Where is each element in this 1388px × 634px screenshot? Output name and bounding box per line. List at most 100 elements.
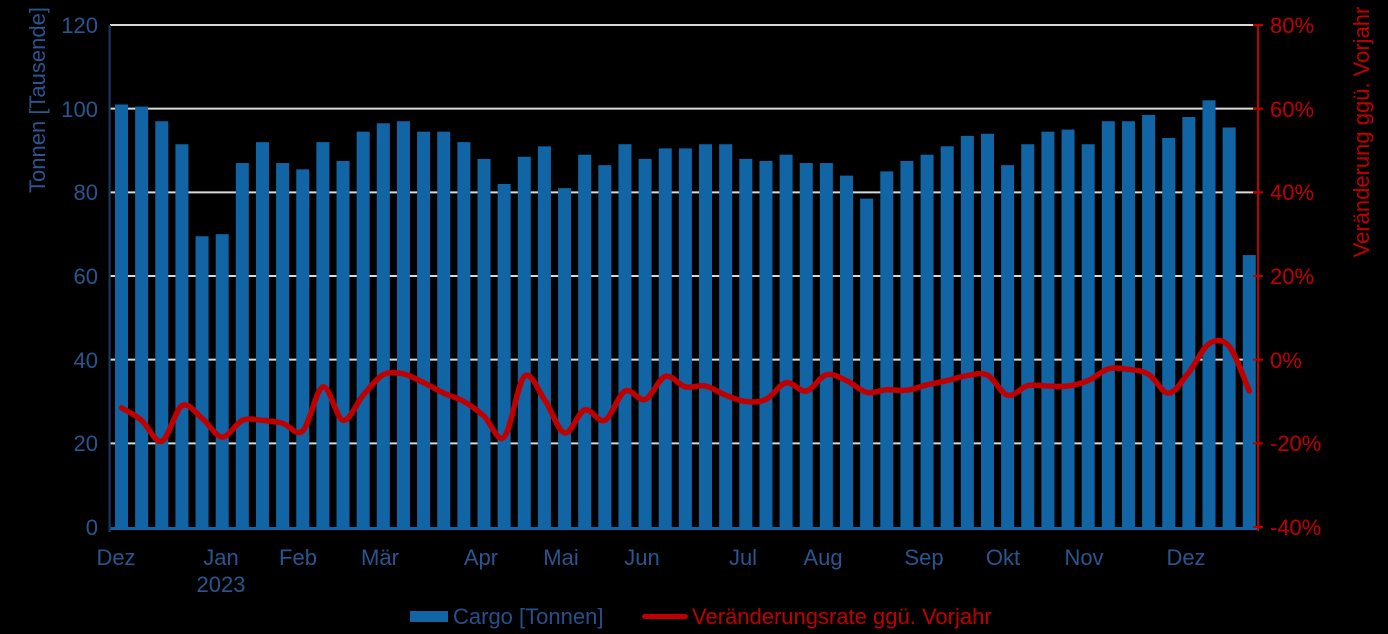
cargo-bar — [215, 234, 229, 527]
cargo-bar — [960, 135, 974, 527]
cargo-bar — [1061, 129, 1075, 528]
cargo-bar — [316, 142, 330, 527]
x-axis-month-label: Dez — [1166, 545, 1206, 570]
cargo-bar — [699, 144, 713, 527]
left-axis-tick-label: 60 — [73, 264, 98, 289]
right-axis-tick — [1253, 442, 1263, 445]
x-axis-month-label: Mär — [361, 545, 399, 570]
right-axis-tick-label: 60% — [1270, 96, 1315, 122]
cargo-bar — [1222, 127, 1236, 527]
cargo-bar — [537, 146, 551, 528]
cargo-bar — [840, 175, 854, 527]
cargo-bar — [940, 146, 954, 528]
legend-cargo-swatch — [410, 611, 448, 622]
right-axis-tick-label: 40% — [1270, 180, 1315, 206]
x-axis-month-label: Jan — [203, 545, 239, 570]
left-axis-tick-label: 100 — [61, 96, 98, 122]
cargo-bar — [255, 142, 269, 527]
x-axis-month-label: Mai — [543, 545, 579, 570]
cargo-bar — [477, 158, 491, 527]
legend-cargo-label: Cargo [Tonnen] — [453, 604, 604, 629]
cargo-bar — [618, 144, 632, 527]
cargo-bar — [860, 198, 874, 527]
cargo-bar — [1001, 165, 1015, 527]
cargo-bar — [155, 121, 169, 527]
right-axis-line — [1257, 25, 1259, 531]
cargo-bar — [175, 144, 189, 527]
cargo-bar — [457, 142, 471, 527]
right-axis-tick — [1253, 107, 1263, 110]
left-axis-line — [108, 25, 111, 532]
cargo-bar — [719, 144, 733, 527]
cargo-bar — [517, 156, 531, 527]
cargo-bar — [759, 160, 773, 528]
cargo-bar — [276, 163, 290, 528]
cargo-bar — [920, 154, 934, 527]
cargo-bar — [638, 158, 652, 527]
cargo-bar — [1162, 137, 1176, 527]
right-axis-tick — [1253, 24, 1263, 26]
x-axis-month-label: Apr — [463, 545, 499, 570]
cargo-bar — [658, 148, 672, 528]
x-axis-month-label: Jul — [728, 545, 758, 570]
x-axis-month-label: Sep — [904, 545, 944, 570]
left-axis-tick-label: 40 — [73, 347, 98, 373]
legend-rate-swatch — [642, 614, 688, 619]
cargo-bar — [376, 123, 390, 527]
x-axis-month-label: Okt — [985, 545, 1021, 570]
left-axis-tick-label: 20 — [73, 431, 98, 457]
cargo-bar — [1182, 117, 1196, 528]
left-axis-tick-label: 80 — [73, 180, 98, 206]
cargo-bar — [880, 171, 894, 527]
cargo-bar — [980, 133, 994, 527]
cargo-bar — [396, 121, 410, 527]
right-axis-tick-label: 0% — [1270, 347, 1302, 373]
right-axis-tick-label: -20% — [1270, 431, 1322, 457]
x-axis-month-label: Dez — [96, 545, 136, 570]
x-axis-year-label: 2023 — [196, 572, 246, 597]
cargo-bar — [296, 169, 310, 527]
cargo-bar — [598, 165, 612, 527]
cargo-bar — [678, 148, 692, 528]
right-axis-tick — [1253, 275, 1263, 277]
left-axis-tick-label: 0 — [85, 515, 98, 540]
cargo-bar — [799, 163, 813, 528]
cargo-bar — [135, 106, 149, 527]
right-axis-tick-label: 20% — [1270, 264, 1315, 289]
cargo-bar — [437, 131, 451, 528]
cargo-bar — [819, 163, 833, 528]
right-axis-tick-label: -40% — [1270, 515, 1322, 540]
cargo-bar — [1021, 144, 1035, 527]
x-axis-month-label: Aug — [803, 545, 843, 570]
left-axis-tick-label: 120 — [61, 13, 98, 38]
cargo-bar — [417, 131, 431, 528]
right-axis-title: Veränderung ggü. Vorjahr — [1349, 6, 1374, 258]
cargo-bar — [336, 160, 350, 528]
cargo-bar — [1101, 121, 1115, 527]
right-axis-tick — [1253, 191, 1263, 194]
rate-line — [118, 337, 1253, 445]
cargo-bar — [1041, 131, 1055, 528]
right-axis-tick-label: 80% — [1270, 13, 1315, 38]
right-axis-tick — [1253, 526, 1263, 528]
cargo-bar — [779, 154, 793, 527]
cargo-bar — [497, 183, 511, 527]
legend-rate-label: Veränderungsrate ggü. Vorjahr — [692, 604, 992, 629]
cargo-bar — [1121, 121, 1135, 527]
cargo-bar — [578, 154, 592, 527]
cargo-bar — [558, 188, 572, 527]
right-axis-tick — [1253, 358, 1263, 361]
cargo-bar — [356, 131, 370, 528]
cargo-bar — [1081, 144, 1095, 527]
cargo-bar — [1202, 100, 1216, 528]
cargo-bar — [900, 160, 914, 528]
cargo-bar — [115, 104, 128, 527]
x-axis-line — [109, 527, 1257, 530]
x-axis-month-label: Nov — [1064, 545, 1104, 570]
cargo-bar — [1142, 114, 1156, 528]
cargo-bar — [195, 236, 209, 527]
x-axis-month-label: Jun — [624, 545, 660, 570]
cargo-bar — [235, 163, 249, 528]
